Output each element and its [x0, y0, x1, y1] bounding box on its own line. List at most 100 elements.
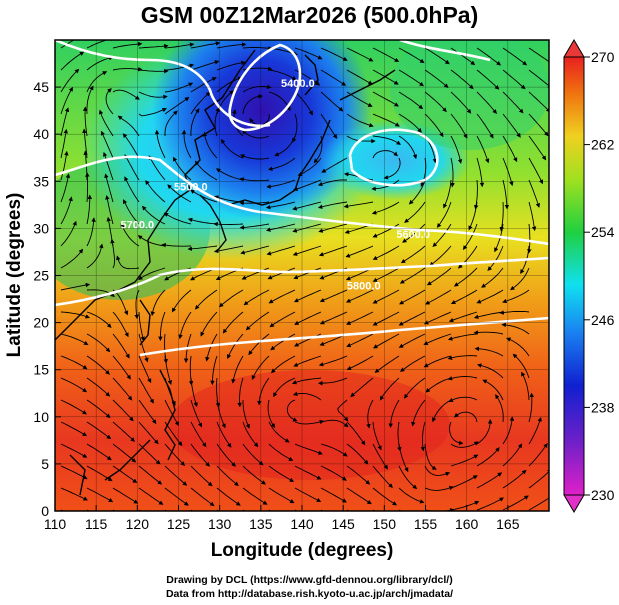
streamline — [60, 355, 88, 370]
x-tick-label: 165 — [496, 516, 520, 532]
streamline — [164, 355, 173, 385]
streamline — [148, 155, 166, 181]
streamline — [138, 465, 163, 485]
streamline — [468, 201, 478, 231]
streamline — [273, 377, 296, 398]
streamline — [138, 355, 152, 384]
streamline — [318, 245, 348, 257]
streamline — [404, 201, 426, 223]
streamline — [372, 289, 400, 304]
streamline — [86, 333, 111, 353]
streamline — [506, 337, 530, 357]
streamline — [521, 371, 530, 401]
streamline — [398, 465, 418, 490]
streamline — [190, 487, 215, 507]
streamline — [215, 168, 244, 181]
streamline — [447, 355, 478, 360]
streamline — [424, 485, 454, 491]
grid-lines — [54, 39, 550, 512]
streamline — [379, 377, 400, 401]
streamline — [187, 217, 218, 225]
x-axis-ticks: 110 115 120 125 130 135 140 145 150 155 160 165 — [44, 505, 520, 532]
streamline — [245, 311, 270, 331]
streamline — [450, 475, 478, 489]
streamline — [100, 130, 114, 159]
y-tick-label: 15 — [33, 362, 49, 378]
streamline — [320, 465, 347, 481]
streamline — [448, 311, 478, 323]
streamline — [268, 443, 294, 461]
streamline — [292, 201, 322, 211]
streamline — [242, 400, 250, 429]
streamline — [293, 179, 322, 191]
streamline — [528, 91, 549, 113]
streamline — [112, 399, 134, 422]
colorbar-tick-label: 246 — [591, 312, 615, 328]
streamline — [408, 179, 426, 205]
streamline — [154, 129, 166, 159]
streamline — [371, 179, 400, 191]
streamline — [297, 157, 322, 176]
streamline — [320, 91, 344, 112]
streamline — [450, 454, 479, 467]
streamline — [527, 223, 532, 254]
streamline — [476, 419, 493, 445]
streamline — [190, 377, 198, 408]
streamline — [292, 223, 322, 233]
streamline — [270, 355, 296, 374]
credit-drawing: Drawing by DCL (https://www.gfd-dennou.o… — [166, 574, 453, 586]
streamline — [528, 392, 535, 423]
streamline — [447, 376, 478, 381]
streamline — [105, 88, 114, 115]
streamline — [346, 487, 372, 505]
streamline — [86, 194, 93, 225]
streamline — [103, 151, 114, 181]
streamline — [60, 487, 89, 501]
streamline — [60, 311, 90, 319]
streamline — [164, 63, 195, 71]
streamline — [265, 201, 296, 210]
streamline — [60, 399, 87, 415]
streamline — [346, 421, 366, 446]
streamline — [499, 201, 504, 232]
streamline — [372, 47, 400, 62]
colorbar-tick-label: 262 — [591, 137, 615, 153]
y-axis-label: Latitude (degrees) — [4, 193, 25, 358]
streamline — [320, 69, 347, 86]
streamline — [158, 311, 166, 342]
streamline — [372, 245, 400, 260]
streamline — [190, 60, 220, 71]
streamline — [294, 47, 323, 60]
streamline — [346, 113, 374, 128]
streamline — [487, 245, 504, 271]
streamline — [112, 465, 138, 484]
streamline — [86, 443, 112, 461]
streamline — [86, 421, 112, 440]
streamline — [453, 267, 478, 287]
streamline — [476, 135, 490, 164]
streamline — [388, 399, 400, 428]
streamline — [320, 47, 348, 61]
streamline — [122, 133, 140, 159]
streamline — [60, 377, 88, 393]
streamline — [319, 289, 348, 303]
streamline — [294, 465, 322, 480]
streamline — [528, 113, 549, 137]
streamline — [292, 391, 322, 401]
streamline — [320, 419, 349, 428]
streamline — [112, 377, 133, 401]
streamline — [294, 91, 313, 116]
streamline — [200, 311, 218, 337]
streamline — [346, 355, 374, 371]
streamline — [216, 60, 246, 71]
streamline — [190, 91, 211, 115]
streamline — [86, 487, 114, 503]
streamline — [473, 311, 504, 319]
streamline — [372, 135, 401, 145]
streamline — [190, 443, 211, 467]
streamline — [86, 55, 114, 71]
streamline — [190, 465, 213, 487]
streamline — [181, 129, 192, 159]
streamline — [190, 108, 200, 137]
